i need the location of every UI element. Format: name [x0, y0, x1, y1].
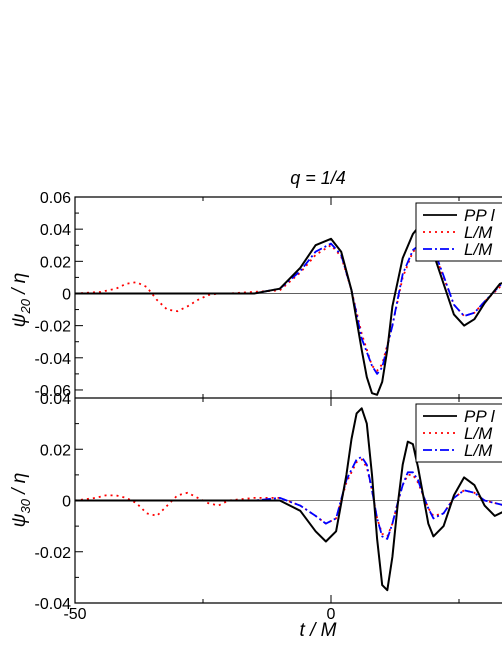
top-ytick-label: 0.04 — [40, 222, 71, 239]
bottom-series-2 — [75, 455, 502, 540]
top-ytick-label: -0.04 — [35, 351, 72, 368]
bottom-ytick-label: 0.02 — [40, 442, 71, 459]
top-series-2 — [75, 241, 502, 375]
chart-title: q = 1/4 — [290, 168, 346, 188]
bottom-legend: PP lL/ML/M — [415, 403, 502, 463]
top-ytick-label: 0 — [62, 286, 71, 303]
top-ytick-label: -0.02 — [35, 319, 72, 336]
top-ytick-label: -0.06 — [35, 383, 72, 400]
bottom-ytick-label: -0.04 — [35, 596, 72, 613]
bottom-series-1 — [75, 458, 502, 538]
top-ytick-label: 0.02 — [40, 254, 71, 271]
bottom-plot-area — [75, 407, 502, 592]
bottom-y-axis-label: ψ30 / η — [9, 473, 33, 528]
top-ytick-label: 0.06 — [40, 190, 71, 207]
axes-outline — [74, 196, 502, 604]
bottom-series-0 — [75, 407, 502, 592]
bottom-legend-label-1: L/M — [464, 424, 493, 443]
axes-frames — [74, 196, 502, 604]
bottom-legend-label-0: PP l — [464, 407, 496, 426]
top-panel: -0.06 -0.04 -0.02 0 0.02 0.04 0.06 ψ20 / η PP … — [9, 190, 502, 400]
bottom-ytick-label: 0.04 — [40, 391, 71, 408]
top-y-axis-label: ψ20 / η — [9, 273, 33, 328]
xtick-label: -50 — [63, 606, 86, 623]
top-y-ticks: -0.06 -0.04 -0.02 0 0.02 0.04 0.06 — [35, 190, 460, 400]
top-legend: PP lL/ML/M — [415, 202, 502, 262]
top-legend-label-2: L/M — [464, 240, 493, 259]
top-legend-label-1: L/M — [464, 223, 493, 242]
bottom-ytick-label: 0 — [62, 494, 71, 511]
xtick-label: 0 — [327, 606, 336, 623]
bottom-ytick-label: -0.02 — [35, 545, 72, 562]
top-legend-label-0: PP l — [464, 206, 496, 225]
top-series-1 — [75, 242, 502, 372]
bottom-legend-label-2: L/M — [464, 441, 493, 460]
x-axis-label: t / M — [300, 620, 337, 641]
